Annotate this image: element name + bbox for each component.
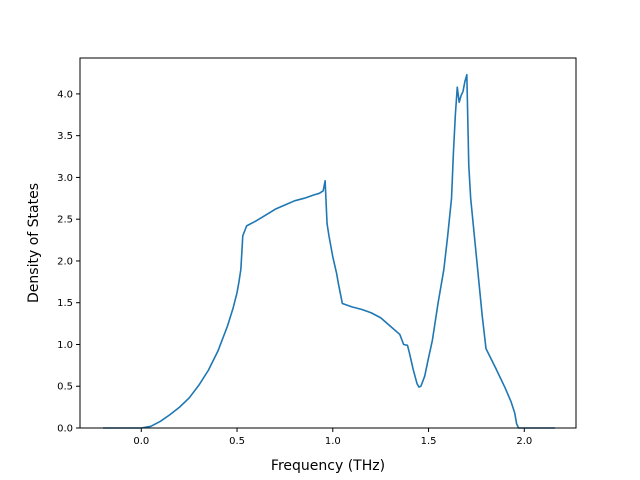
y-tick-label: 3.0 [57, 173, 73, 184]
y-tick-label: 3.5 [57, 131, 73, 142]
y-tick-label: 2.5 [57, 215, 73, 226]
dos-series-line [102, 73, 555, 429]
y-axis-label: Density of States [26, 183, 42, 303]
x-axis-ticks: 0.0 0.5 1.0 1.5 2.0 [133, 428, 532, 447]
plot-area-background [80, 58, 576, 428]
x-tick-label: 2.0 [516, 436, 532, 447]
x-tick-label: 1.5 [421, 436, 437, 447]
x-axis-label: Frequency (THz) [271, 458, 385, 474]
y-tick-label: 2.0 [57, 256, 73, 267]
x-tick-label: 1.0 [325, 436, 341, 447]
x-tick-label: 0.5 [229, 436, 245, 447]
plot-frame [79, 57, 577, 429]
series-layer [102, 73, 555, 429]
y-tick-label: 1.5 [57, 298, 73, 309]
y-tick-label: 4.0 [57, 89, 73, 100]
x-tick-label: 0.0 [133, 436, 149, 447]
y-tick-label: 0.0 [57, 424, 73, 435]
y-tick-label: 0.5 [57, 382, 73, 393]
y-axis-ticks: 0.0 0.5 1.0 1.5 2.0 2.5 3.0 3.5 4.0 [57, 89, 80, 435]
y-tick-label: 1.0 [57, 340, 73, 351]
